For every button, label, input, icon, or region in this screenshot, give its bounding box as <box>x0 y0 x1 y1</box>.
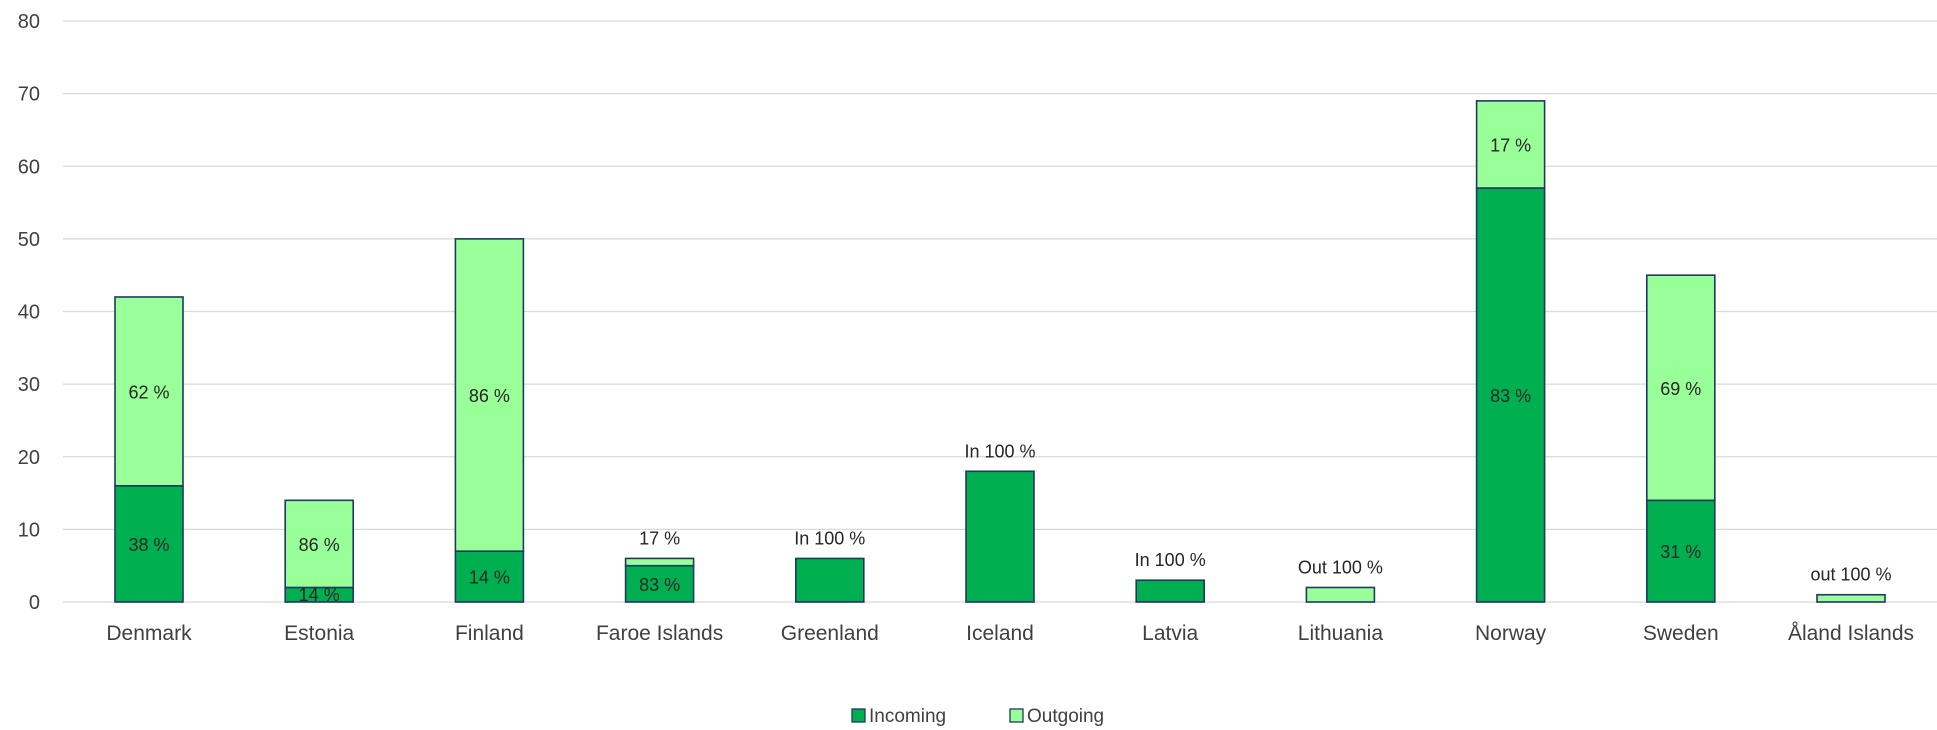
y-tick-label-40: 40 <box>18 302 40 324</box>
y-tick-label-10: 10 <box>18 519 40 541</box>
x-tick-label-7: Lithuania <box>1298 622 1384 645</box>
data-label-total-5: In 100 % <box>964 441 1035 461</box>
data-label-total-3: 17 % <box>639 528 680 548</box>
data-label-incoming-2: 14 % <box>469 568 510 588</box>
bar-incoming-4 <box>794 557 865 603</box>
data-label-outgoing-1: 86 % <box>299 535 340 555</box>
data-label-total-10: out 100 % <box>1810 565 1891 585</box>
y-axis-tick-labels: 0 10 20 30 40 50 60 70 80 <box>18 11 40 614</box>
y-tick-label-70: 70 <box>18 84 40 106</box>
x-tick-label-4: Greenland <box>781 622 879 645</box>
data-label-incoming-3: 83 % <box>639 575 680 595</box>
bar-outgoing-0 <box>114 296 184 487</box>
legend-swatch-incoming <box>851 708 866 723</box>
y-tick-label-50: 50 <box>18 229 40 251</box>
data-label-incoming-0: 38 % <box>128 535 169 555</box>
x-axis-category-labels: Denmark Estonia Finland Faroe Islands Greenl… <box>106 622 1914 645</box>
data-labels: 38 % 62 % 14 % 86 % 14 % 86 % 83 % 17 % In 100 %… <box>128 135 1891 605</box>
x-tick-label-8: Norway <box>1475 622 1547 645</box>
legend: Incoming Outgoing <box>851 706 1104 727</box>
x-tick-label-10: Åland Islands <box>1788 622 1914 645</box>
data-label-total-7: Out 100 % <box>1298 557 1383 577</box>
legend-swatch-outgoing <box>1009 708 1024 723</box>
legend-label-outgoing: Outgoing <box>1027 706 1104 727</box>
bar-incoming-3 <box>624 564 695 603</box>
bar-incoming-5 <box>965 470 1035 603</box>
x-tick-label-9: Sweden <box>1643 622 1719 645</box>
data-label-total-6: In 100 % <box>1135 550 1206 570</box>
bar-outgoing-2 <box>454 238 525 552</box>
bars <box>114 100 1886 603</box>
y-tick-label-0: 0 <box>29 592 40 614</box>
x-tick-label-5: Iceland <box>966 622 1034 645</box>
bar-outgoing-1 <box>284 499 355 589</box>
data-label-outgoing-9: 69 % <box>1660 379 1701 399</box>
data-label-incoming-9: 31 % <box>1660 542 1701 562</box>
bar-outgoing-7 <box>1305 586 1376 603</box>
y-tick-label-80: 80 <box>18 11 40 33</box>
bar-incoming-8 <box>1475 187 1546 603</box>
data-label-total-4: In 100 % <box>794 528 865 548</box>
data-label-incoming-1: 14 % <box>299 585 340 605</box>
data-label-outgoing-0: 62 % <box>128 382 169 402</box>
x-tick-label-0: Denmark <box>106 622 192 645</box>
y-tick-label-60: 60 <box>18 156 40 178</box>
y-tick-label-20: 20 <box>18 447 40 469</box>
data-label-incoming-8: 83 % <box>1490 386 1531 406</box>
legend-label-incoming: Incoming <box>869 706 946 727</box>
x-tick-label-3: Faroe Islands <box>596 622 723 645</box>
data-label-outgoing-8: 17 % <box>1490 135 1531 155</box>
x-tick-label-1: Estonia <box>284 622 354 645</box>
bar-incoming-6 <box>1135 579 1205 603</box>
bar-incoming-0 <box>114 484 184 603</box>
data-label-outgoing-2: 86 % <box>469 386 510 406</box>
x-tick-label-6: Latvia <box>1142 622 1198 645</box>
x-tick-label-2: Finland <box>455 622 524 645</box>
bar-outgoing-9 <box>1646 274 1716 502</box>
y-tick-label-30: 30 <box>18 374 40 396</box>
grid-lines <box>63 20 1937 603</box>
bar-outgoing-8 <box>1475 100 1546 189</box>
bar-outgoing-10 <box>1816 593 1886 603</box>
bar-outgoing-3 <box>624 557 695 567</box>
